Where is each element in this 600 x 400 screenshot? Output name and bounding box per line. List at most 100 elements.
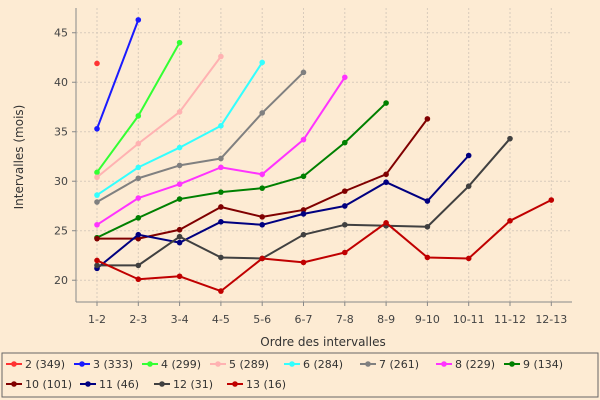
legend-label: 5 (289)	[229, 358, 269, 371]
data-point	[94, 125, 100, 132]
series-line	[96, 154, 470, 270]
data-point	[259, 221, 266, 228]
data-point	[383, 171, 389, 178]
data-point	[259, 214, 266, 220]
data-point	[94, 235, 100, 242]
legend-swatch-marker	[11, 381, 17, 387]
data-point	[176, 239, 183, 246]
legend-swatch-marker	[159, 381, 165, 387]
data-point	[383, 100, 389, 106]
data-point	[94, 174, 100, 181]
legend-box	[1, 352, 599, 398]
legend-item: 12 (31)	[154, 378, 213, 391]
legend-swatch-marker	[147, 361, 153, 367]
legend-swatch-marker	[441, 361, 447, 367]
data-point	[300, 136, 307, 143]
x-tick-label: 2-3	[129, 313, 147, 326]
data-point	[94, 221, 100, 228]
data-point	[383, 179, 389, 186]
data-point	[218, 288, 224, 294]
legend-swatch-marker	[289, 361, 295, 367]
legend-label: 2 (349)	[25, 358, 65, 371]
data-point	[135, 175, 142, 182]
legend-item: 4 (299)	[142, 358, 201, 371]
data-point	[507, 135, 513, 142]
data-point	[342, 221, 348, 228]
series-12	[94, 135, 513, 269]
data-point	[300, 259, 307, 266]
legend-swatch-marker	[365, 361, 371, 367]
legend-swatch-marker	[215, 361, 221, 367]
data-point	[135, 113, 142, 119]
y-tick-label: 35	[54, 126, 68, 139]
series-6	[94, 59, 266, 198]
legend-item: 6 (284)	[284, 358, 343, 371]
grid-lines	[76, 8, 572, 302]
x-tick-label: 11-12	[494, 313, 526, 326]
legend-item: 10 (101)	[6, 378, 72, 391]
data-point	[176, 196, 183, 202]
series-line	[96, 55, 222, 179]
series-10	[94, 116, 431, 242]
data-point	[135, 17, 142, 23]
data-point	[300, 211, 307, 217]
data-point	[135, 276, 142, 283]
data-point	[259, 110, 266, 116]
legend-item: 2 (349)	[6, 358, 65, 371]
legend-label: 4 (299)	[161, 358, 201, 371]
data-point	[259, 59, 266, 66]
data-point	[465, 183, 472, 189]
data-point	[94, 192, 100, 198]
legend-item: 13 (16)	[227, 378, 286, 391]
x-tick-label: 6-7	[295, 313, 313, 326]
data-point	[548, 197, 555, 203]
y-tick-label: 40	[54, 76, 68, 89]
series-lines	[94, 17, 555, 294]
data-point	[424, 116, 431, 122]
x-tick-label: 4-5	[212, 313, 230, 326]
legend-item: 8 (229)	[436, 358, 495, 371]
legend-label: 12 (31)	[173, 378, 213, 391]
x-tick-label: 1-2	[88, 313, 106, 326]
data-point	[259, 171, 266, 178]
data-point	[259, 255, 266, 262]
data-point	[135, 140, 142, 147]
data-point	[342, 188, 348, 194]
x-axis-title: Ordre des intervalles	[260, 335, 385, 349]
data-point	[94, 169, 100, 176]
y-tick-label: 30	[54, 175, 68, 188]
legend-label: 7 (261)	[379, 358, 419, 371]
data-point	[300, 173, 307, 180]
data-point	[218, 189, 224, 195]
data-point	[135, 231, 142, 238]
data-point	[300, 69, 307, 76]
data-point	[507, 218, 513, 224]
data-point	[300, 231, 307, 238]
data-point	[383, 220, 389, 226]
x-tick-label: 10-11	[453, 313, 485, 326]
legend-label: 11 (46)	[99, 378, 139, 391]
legend-item: 11 (46)	[80, 378, 139, 391]
x-tick-label: 3-4	[171, 313, 189, 326]
data-point	[342, 203, 348, 209]
data-point	[424, 198, 431, 204]
data-point	[218, 155, 224, 162]
series-2	[94, 60, 100, 67]
series-11	[94, 152, 472, 272]
series-3	[94, 17, 142, 132]
legend-item: 7 (261)	[360, 358, 419, 371]
data-point	[218, 164, 224, 171]
data-point	[94, 257, 100, 264]
data-point	[342, 139, 348, 146]
x-tick-label: 9-10	[415, 313, 440, 326]
series-line	[96, 102, 387, 239]
x-tick-label: 12-13	[535, 313, 567, 326]
y-tick-label: 20	[54, 274, 68, 287]
data-point	[424, 254, 431, 261]
series-5	[94, 53, 224, 181]
series-4	[94, 39, 183, 176]
series-line	[96, 199, 552, 293]
data-point	[218, 122, 224, 129]
x-tick-label: 7-8	[336, 313, 354, 326]
